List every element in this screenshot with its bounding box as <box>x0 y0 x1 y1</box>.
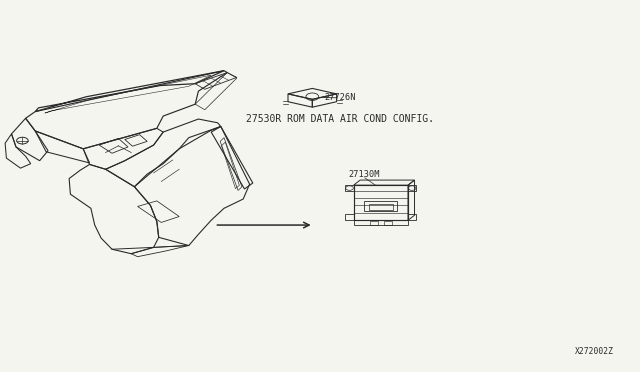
Text: 27130M: 27130M <box>349 170 380 179</box>
Text: 27530R ROM DATA AIR COND CONFIG.: 27530R ROM DATA AIR COND CONFIG. <box>246 114 435 124</box>
Text: X272002Z: X272002Z <box>575 347 614 356</box>
Text: 27726N: 27726N <box>324 93 356 102</box>
